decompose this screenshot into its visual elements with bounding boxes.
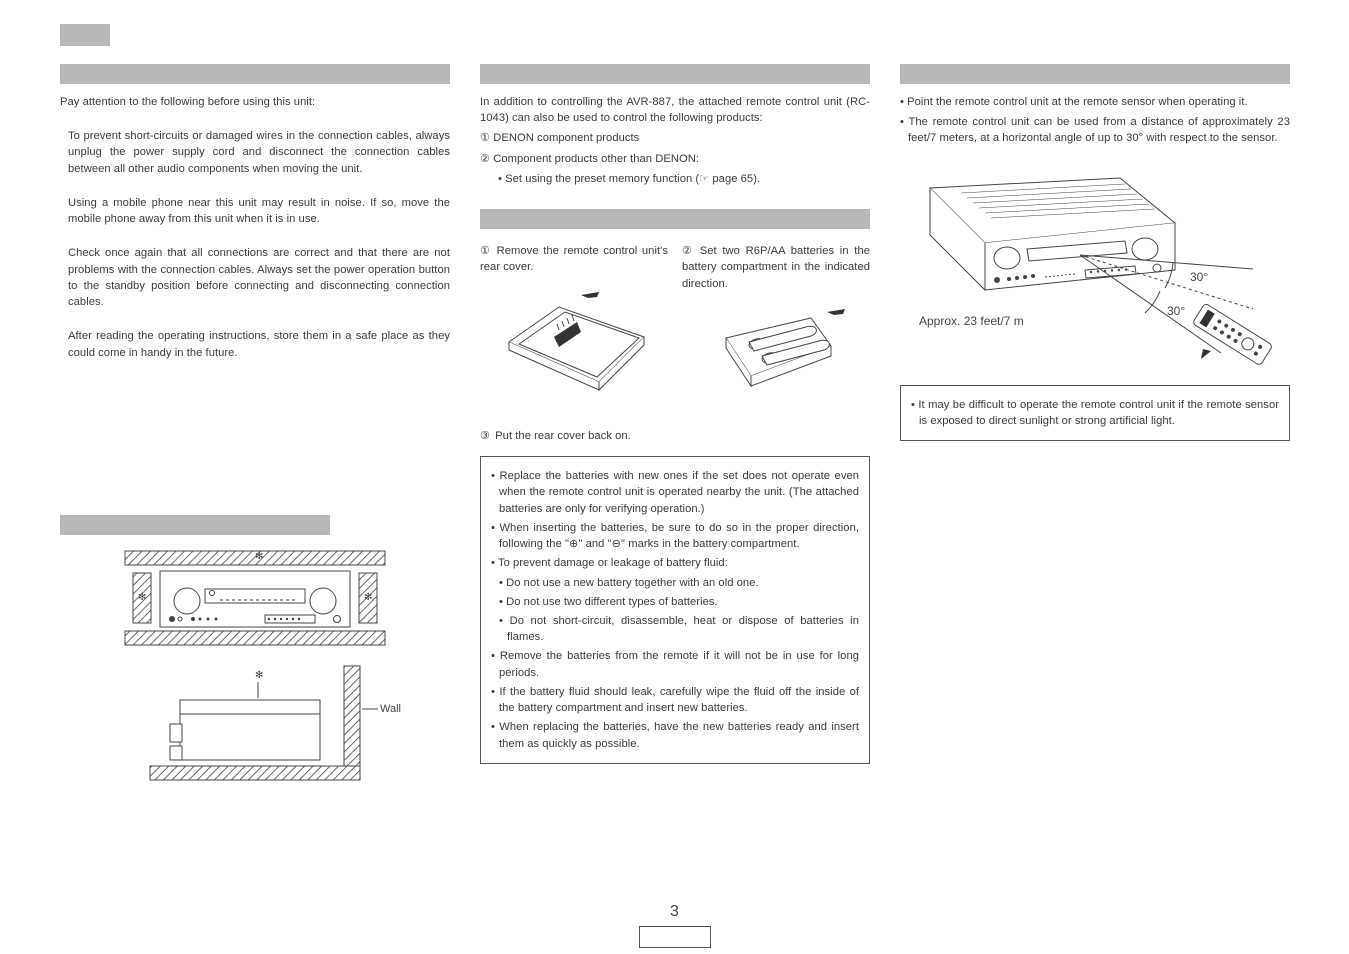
note-b1: Replace the batteries with new ones if t…: [491, 468, 859, 517]
page-footer: 3: [0, 900, 1349, 948]
remote-cover-diagram: [489, 282, 659, 412]
angle-1: 30°: [1190, 270, 1208, 284]
note-b2: When inserting the batteries, be sure to…: [491, 520, 859, 552]
unit-top-view-diagram: ✻ ✻ ✻: [105, 545, 405, 650]
battery-insert-diagram: [691, 298, 861, 418]
remote-li1: ① DENON component products: [480, 130, 870, 146]
note-s2: Do not use two different types of batter…: [491, 594, 859, 610]
note-b3: To prevent damage or leakage of battery …: [491, 555, 859, 571]
step-1-text: Remove the remote control unit's rear co…: [480, 245, 668, 273]
column-middle: In addition to controlling the AVR-887, …: [480, 64, 870, 792]
step-3-text: Put the rear cover back on.: [495, 430, 631, 442]
step-3: ③ Put the rear cover back on.: [480, 428, 870, 444]
wall-label: Wall: [380, 703, 401, 715]
unit-wall-diagram: ✻ Wall: [100, 656, 410, 786]
c3-note: It may be difficult to operate the remot…: [911, 397, 1279, 429]
svg-text:✻: ✻: [138, 592, 146, 603]
step-num-2: ②: [682, 243, 694, 259]
column-right: Point the remote control unit at the rem…: [900, 64, 1290, 792]
section-bar-2: [60, 515, 330, 535]
svg-text:✻: ✻: [255, 670, 263, 681]
section-bar: [900, 64, 1290, 84]
note-b5: If the battery fluid should leak, carefu…: [491, 684, 859, 716]
sunlight-note-box: It may be difficult to operate the remot…: [900, 385, 1290, 441]
remote-li2-sub: • Set using the preset memory function (…: [480, 171, 870, 187]
para-1: To prevent short-circuits or damaged wir…: [60, 128, 450, 177]
note-b4: Remove the batteries from the remote if …: [491, 648, 859, 680]
para-3: Check once again that all connections ar…: [60, 245, 450, 310]
page-number: 3: [670, 903, 679, 920]
para-4: After reading the operating instructions…: [60, 328, 450, 360]
side-tab: [60, 24, 110, 46]
step-num-1: ①: [480, 243, 492, 259]
note-s1: Do not use a new battery together with a…: [491, 575, 859, 591]
c3-b1: Point the remote control unit at the rem…: [900, 94, 1290, 110]
remote-range-diagram: 30° 30° Approx. 23 feet/7 m: [905, 153, 1285, 373]
battery-note-box: Replace the batteries with new ones if t…: [480, 456, 870, 764]
angle-2: 30°: [1167, 304, 1185, 318]
svg-text:✻: ✻: [255, 551, 263, 562]
step-num-3: ③: [480, 428, 492, 444]
step-2-text: Set two R6P/AA batteries in the battery …: [682, 245, 870, 289]
svg-text:✻: ✻: [364, 592, 372, 603]
distance-label: Approx. 23 feet/7 m: [919, 314, 1024, 328]
column-left: Pay attention to the following before us…: [60, 64, 450, 792]
note-s3: Do not short-circuit, disassemble, heat …: [491, 613, 859, 645]
intro-text: Pay attention to the following before us…: [60, 94, 450, 110]
remote-intro: In addition to controlling the AVR-887, …: [480, 94, 870, 126]
page-number-box: [639, 926, 711, 948]
section-bar: [480, 64, 870, 84]
step-2: ② Set two R6P/AA batteries in the batter…: [682, 243, 870, 292]
note-b6: When replacing the batteries, have the n…: [491, 719, 859, 751]
step-1: ① Remove the remote control unit's rear …: [480, 243, 668, 275]
section-bar: [480, 209, 870, 229]
para-2: Using a mobile phone near this unit may …: [60, 195, 450, 227]
remote-li2: ② Component products other than DENON:: [480, 151, 870, 167]
section-bar: [60, 64, 450, 84]
c3-b2: The remote control unit can be used from…: [900, 114, 1290, 146]
